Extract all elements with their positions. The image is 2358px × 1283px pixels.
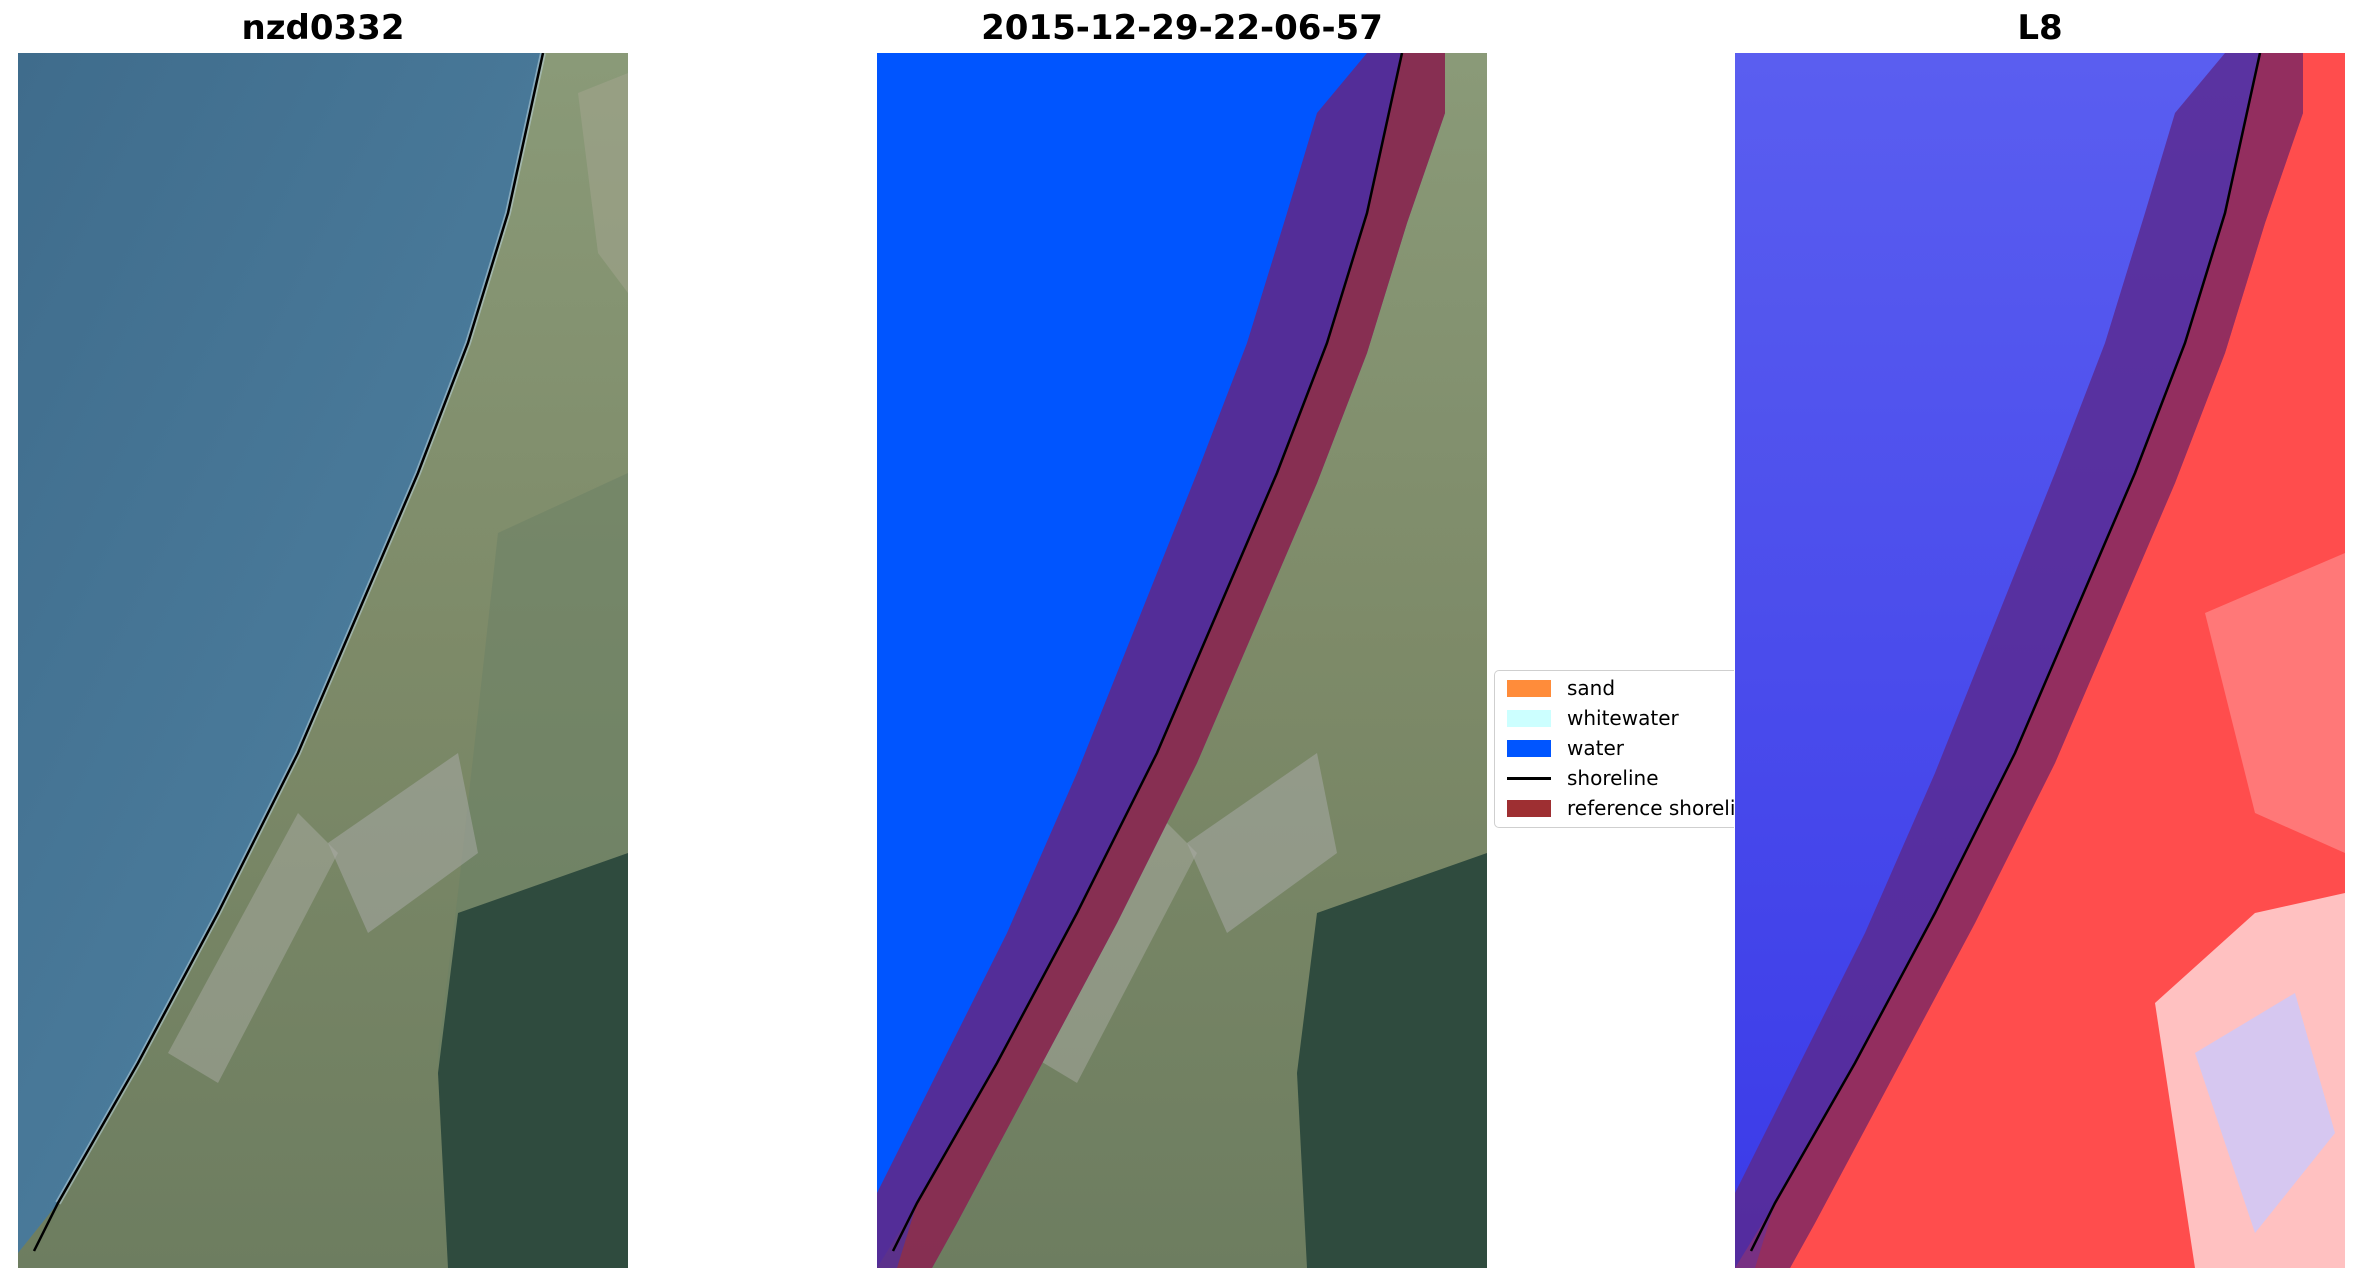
shoreline-line	[891, 53, 1404, 1252]
legend-item-shoreline: shoreline	[1507, 766, 1659, 790]
legend-label-sand: sand	[1567, 676, 1616, 700]
legend: sand whitewater water shoreline referenc…	[1494, 670, 1734, 828]
index-image-panel	[1735, 53, 2345, 1268]
shoreline-line	[1749, 53, 2262, 1252]
panel-title-index: L8	[2017, 8, 2063, 48]
reference-shoreline-swatch	[1507, 799, 1551, 817]
legend-label-whitewater: whitewater	[1567, 706, 1679, 730]
legend-label-water: water	[1567, 736, 1624, 760]
panel-title-rgb: nzd0332	[241, 8, 405, 48]
legend-label-reference-shoreline: reference shoreline buffer	[1567, 796, 1734, 820]
legend-item-sand: sand	[1507, 676, 1615, 700]
rgb-image-panel	[18, 53, 628, 1268]
legend-label-shoreline: shoreline	[1567, 766, 1659, 790]
legend-item-whitewater: whitewater	[1507, 706, 1679, 730]
whitewater-swatch	[1507, 709, 1551, 727]
classified-image-panel	[877, 53, 1487, 1268]
reference-buffer-region	[877, 53, 1445, 1268]
water-index-image	[1735, 53, 2345, 1268]
classified-satellite-image	[877, 53, 1487, 1268]
water-swatch	[1507, 739, 1551, 757]
panel-title-classified: 2015-12-29-22-06-57	[981, 8, 1383, 48]
legend-item-water: water	[1507, 736, 1624, 760]
rgb-satellite-image	[18, 53, 628, 1268]
shoreline-swatch	[1507, 776, 1551, 780]
reference-buffer-region	[1735, 53, 2303, 1268]
legend-item-reference-shoreline: reference shoreline buffer	[1507, 796, 1734, 820]
sand-swatch	[1507, 679, 1551, 697]
shoreline-line	[32, 53, 545, 1252]
